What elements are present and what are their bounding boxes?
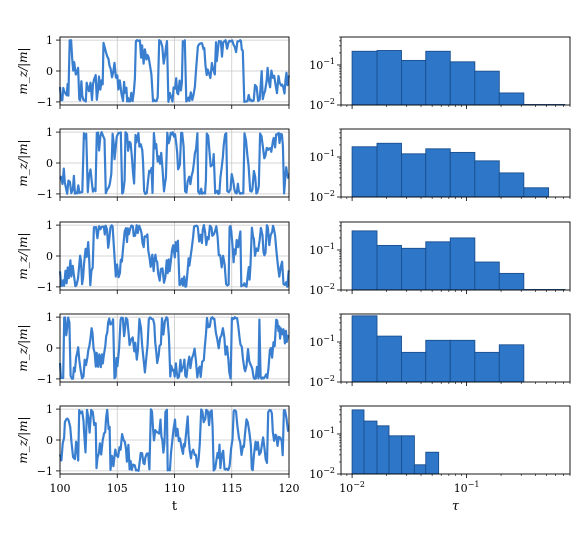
histogram-bar [498,344,525,383]
histogram-panel-2 [337,128,571,201]
histogram-bar [376,244,402,291]
histogram-bar [401,351,427,383]
y-tick-label: −1 [37,188,53,201]
timeseries-panel-3 [56,221,290,294]
histogram-bar [425,241,451,291]
y-tick-label: 0 [46,250,53,263]
x-tick-label: 115 [221,482,242,495]
histogram-bar [401,247,427,291]
y-tick-label: 0 [46,434,53,447]
y-tick-label: 1 [46,403,53,416]
series-line [58,39,290,103]
y-tick-label: 1 [46,219,53,232]
histogram-bar [449,237,476,291]
y-axis-label: m_z/|m| [16,416,30,463]
histogram-bar [449,339,476,383]
histogram-bar [474,160,500,198]
x-tick-label: 100 [50,482,71,495]
y-tick-label: 10−1 [309,242,335,257]
histogram-bar [388,435,402,475]
histogram-panel-3 [337,221,571,294]
histogram-bar [376,425,390,475]
histogram-panel-4 [337,313,571,386]
histogram-bar [376,335,402,383]
histogram-panel-5 [337,405,571,478]
histogram-bar [425,50,451,106]
y-tick-label: 1 [46,34,53,47]
y-tick-label: 10−1 [309,149,335,164]
y-tick-label: 10−2 [309,374,335,389]
histogram-bar [401,153,427,198]
histogram-bar [425,339,451,383]
histogram-bar [401,59,427,106]
histogram-bar [363,420,378,475]
series-line [59,131,290,195]
histogram-bar [351,146,378,198]
y-axis-label: m_z/|m| [16,232,30,279]
y-tick-label: 10−1 [309,426,335,441]
y-axis-label: m_z/|m| [16,324,30,371]
timeseries-panel-5 [56,405,290,478]
y-tick-label: 10−2 [309,189,335,204]
x-tick-label: 110 [164,482,185,495]
y-tick-label: 10−2 [309,282,335,297]
x-tick-label: 120 [279,482,300,495]
y-tick-label: −1 [37,465,53,478]
y-axis-label: m_z/|m| [16,139,30,186]
histogram-bar [413,464,427,475]
series-line [58,408,290,472]
x-tick-label: 10−1 [454,480,480,495]
y-tick-label: 10−1 [309,57,335,72]
histogram-bar [376,50,402,106]
y-tick-label: 1 [46,311,53,324]
histogram-bar [351,230,378,291]
histogram-bar [498,272,525,291]
y-tick-label: −1 [37,281,53,294]
y-tick-label: −1 [37,96,53,109]
histogram-bar [474,351,500,383]
y-tick-label: 1 [46,126,53,139]
y-axis-label: m_z/|m| [16,47,30,94]
timeseries-panel-1 [56,36,290,109]
y-tick-label: 0 [46,65,53,78]
histogram-bar [425,451,440,475]
histogram-bar [474,70,500,106]
y-tick-label: −1 [37,373,53,386]
histogram-bar [474,261,500,291]
x-axis-label: τ [452,499,460,514]
series-line [58,224,290,288]
histogram-bar [449,151,476,198]
y-tick-label: 10−1 [309,334,335,349]
x-axis-label: t [172,499,178,514]
histogram-bar [351,315,378,383]
histogram-bar [498,92,525,106]
histogram-bar [498,172,525,198]
x-tick-label: 105 [107,482,128,495]
histogram-bar [523,187,550,198]
histogram-bar [449,61,476,106]
y-tick-label: 10−2 [309,97,335,112]
x-tick-label: 10−2 [339,480,365,495]
y-tick-label: 10−2 [309,466,335,481]
histogram-panel-1 [337,36,571,109]
histogram-bar [425,148,451,198]
histogram-bar [351,409,365,475]
timeseries-panel-2 [56,128,290,201]
y-tick-label: 0 [46,342,53,355]
timeseries-panel-4 [56,313,290,386]
y-tick-label: 0 [46,157,53,170]
histogram-bar [351,50,378,106]
histogram-bar [376,142,402,198]
histogram-bar [401,435,415,475]
series-line [58,316,289,380]
